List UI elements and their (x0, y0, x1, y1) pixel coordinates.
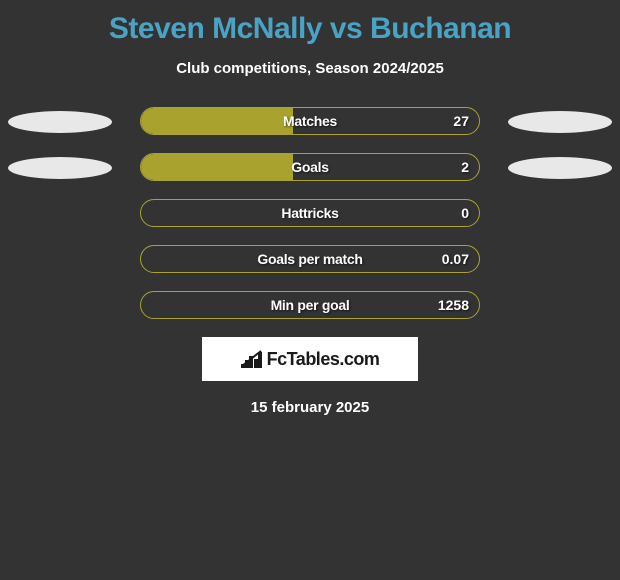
stat-row: Goals per match0.07 (0, 245, 620, 273)
brand-text: FcTables.com (267, 349, 380, 370)
chart-bars-icon (241, 350, 263, 368)
stat-label: Goals (141, 154, 479, 180)
stat-bar: Goals2 (140, 153, 480, 181)
right-value-ellipse (508, 111, 612, 133)
stat-label: Min per goal (141, 292, 479, 318)
stat-value: 0.07 (442, 246, 469, 272)
stat-label: Matches (141, 108, 479, 134)
stat-row: Hattricks0 (0, 199, 620, 227)
stat-row: Matches27 (0, 107, 620, 135)
stat-row: Min per goal1258 (0, 291, 620, 319)
left-value-ellipse (8, 157, 112, 179)
stat-label: Goals per match (141, 246, 479, 272)
brand-badge[interactable]: FcTables.com (202, 337, 418, 381)
stat-bar: Hattricks0 (140, 199, 480, 227)
right-value-ellipse (508, 157, 612, 179)
stat-value: 0 (461, 200, 469, 226)
stat-label: Hattricks (141, 200, 479, 226)
subtitle: Club competitions, Season 2024/2025 (0, 60, 620, 77)
stat-row: Goals2 (0, 153, 620, 181)
stat-bar: Min per goal1258 (140, 291, 480, 319)
comparison-card: Steven McNally vs Buchanan Club competit… (0, 0, 620, 416)
page-title: Steven McNally vs Buchanan (0, 0, 620, 46)
stat-value: 2 (461, 154, 469, 180)
stat-bar: Matches27 (140, 107, 480, 135)
date-text: 15 february 2025 (0, 399, 620, 416)
stat-value: 1258 (438, 292, 469, 318)
left-value-ellipse (8, 111, 112, 133)
stat-rows: Matches27 Goals2 Hattricks0 Goals per match… (0, 107, 620, 319)
stat-value: 27 (453, 108, 469, 134)
stat-bar: Goals per match0.07 (140, 245, 480, 273)
